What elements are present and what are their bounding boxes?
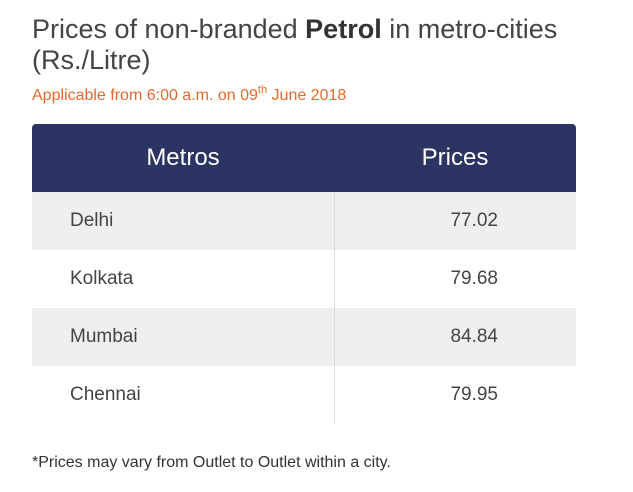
price-table-container: Metros Prices Delhi 77.02 Kolkata 79.68 … — [32, 124, 576, 428]
page-title: Prices of non-branded Petrol in metro-ci… — [32, 14, 612, 76]
table-header: Metros Prices — [32, 124, 576, 192]
city-cell: Delhi — [32, 192, 335, 250]
price-table: Metros Prices Delhi 77.02 Kolkata 79.68 … — [32, 124, 576, 424]
subtitle-text-after: June 2018 — [267, 87, 347, 104]
city-cell: Kolkata — [32, 250, 335, 308]
subtitle-text-before: Applicable from 6:00 a.m. on 09 — [32, 87, 258, 104]
title-text-after: in metro-cities (Rs./Litre) — [32, 14, 558, 75]
table-row: Chennai 79.95 — [32, 366, 576, 424]
column-header-metros: Metros — [32, 124, 334, 192]
effective-date-subtitle: Applicable from 6:00 a.m. on 09th June 2… — [32, 83, 347, 106]
price-cell: 79.68 — [334, 250, 576, 308]
price-cell: 77.02 — [334, 192, 576, 250]
table-row: Kolkata 79.68 — [32, 250, 576, 308]
table-row: Delhi 77.02 — [32, 192, 576, 250]
subtitle-superscript: th — [257, 83, 268, 96]
price-cell: 79.95 — [334, 366, 576, 424]
title-text-before: Prices of non-branded — [32, 14, 306, 44]
table-header-row: Metros Prices — [32, 124, 576, 192]
title-bold-word: Petrol — [305, 14, 382, 44]
price-cell: 84.84 — [334, 308, 576, 366]
table-row: Mumbai 84.84 — [32, 308, 576, 366]
city-cell: Chennai — [32, 366, 335, 424]
column-header-prices: Prices — [334, 124, 576, 192]
table-body: Delhi 77.02 Kolkata 79.68 Mumbai 84.84 C… — [32, 192, 576, 424]
city-cell: Mumbai — [32, 308, 335, 366]
footnote: *Prices may vary from Outlet to Outlet w… — [32, 454, 391, 471]
